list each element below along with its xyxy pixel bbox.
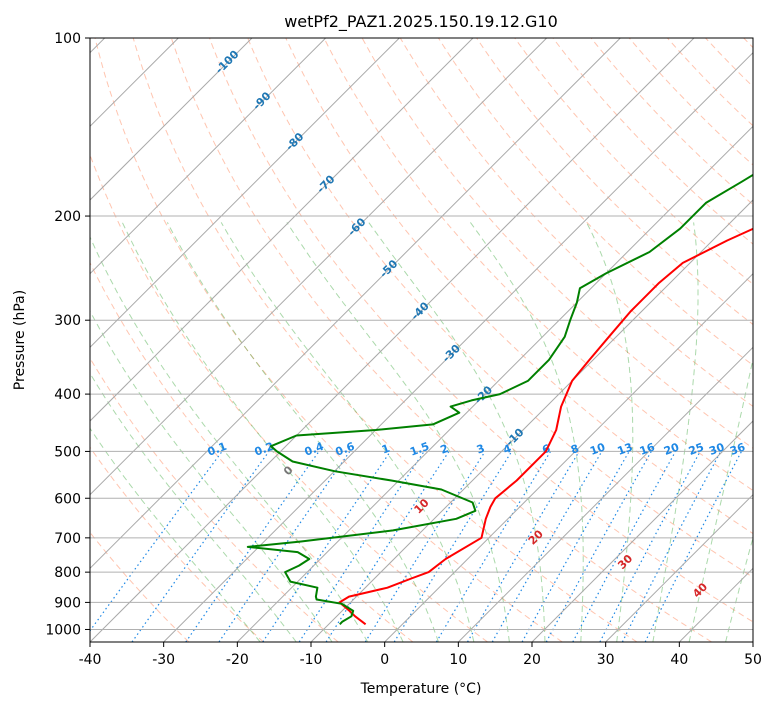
dry-adiabat-line — [170, 38, 712, 642]
mixing-ratio-label: 36 — [728, 440, 747, 458]
x-axis-tick-label: 20 — [523, 652, 541, 668]
mixing-ratio-label: 8 — [569, 442, 581, 457]
isotherm-line — [90, 38, 400, 349]
dry-adiabat-line — [90, 446, 264, 642]
moist-adiabat-line — [469, 222, 584, 642]
isotherm-line — [236, 125, 753, 642]
y-axis-tick-label: 1000 — [45, 622, 81, 638]
reference-lines — [90, 38, 753, 642]
mixing-ratio-label: 0.4 — [303, 440, 326, 459]
dry-adiabat-line — [94, 38, 563, 642]
mixing-ratio-label: 10 — [588, 440, 607, 458]
mixing-ratio-label: 0.2 — [253, 440, 276, 459]
mixing-ratio-label: 13 — [616, 440, 635, 457]
x-axis-title: Temperature (°C) — [360, 681, 482, 697]
moist-adiabat-line — [368, 222, 546, 642]
x-axis-tick-label: -30 — [152, 652, 175, 668]
isotherm-line — [605, 493, 753, 642]
x-axis-tick-label: 40 — [670, 652, 688, 668]
mixing-ratio-line — [298, 451, 425, 642]
moist-adiabat-line — [586, 222, 634, 642]
y-axis-tick-label: 300 — [54, 313, 81, 329]
mixing-ratio-label: 20 — [662, 440, 681, 458]
y-axis-tick-label: 500 — [54, 444, 81, 460]
mixing-ratio-label: 0.6 — [334, 440, 357, 459]
isotherm-line — [90, 38, 621, 570]
mixing-ratio-label: 25 — [687, 440, 706, 457]
isotherm-line — [457, 346, 753, 642]
mixing-ratio-line — [325, 451, 450, 642]
axis-ticks: -40 -30 -20 -10 0 10 20 30 40 50 1000 900 800 700 600 5… — [45, 31, 762, 668]
y-axis-tick-label: 100 — [54, 31, 81, 47]
x-axis-tick-label: 0 — [380, 652, 389, 668]
dry-adiabat-line — [514, 38, 753, 285]
moist-adiabat-line — [220, 222, 475, 642]
dry-adiabat-line — [399, 38, 753, 408]
mixing-ratio-label: 2 — [439, 442, 451, 457]
x-axis-tick-label: -40 — [79, 652, 102, 668]
moist-adiabat-line — [121, 222, 404, 642]
y-axis-tick-label: 800 — [54, 565, 81, 581]
dry-adiabat-line — [209, 38, 753, 623]
moist-adiabat-line — [652, 222, 699, 642]
y-axis-tick-label: 700 — [54, 531, 81, 547]
y-axis-tick-label: 200 — [54, 209, 81, 225]
dry-adiabat-line — [132, 38, 638, 642]
isotherm-line — [531, 420, 753, 642]
isotherm-line — [90, 38, 327, 275]
mixing-ratio-line — [545, 451, 652, 642]
chart-title: wetPf2_PAZ1.2025.150.19.12.G10 — [284, 12, 558, 32]
mixing-ratio-line — [185, 451, 320, 642]
mixing-ratio-label: 16 — [638, 440, 657, 458]
mixing-ratio-label: 0.1 — [206, 440, 229, 459]
isotherm-line — [90, 38, 548, 496]
mixing-ratio-label: 30 — [707, 440, 726, 458]
dry-adiabat-line — [323, 38, 753, 492]
moist-adiabat-line — [90, 427, 261, 642]
isotherm-line — [310, 199, 753, 642]
y-axis-tick-label: 400 — [54, 387, 81, 403]
profile-lines — [246, 173, 753, 626]
temperature-profile-line — [338, 227, 753, 626]
isotherm-line — [90, 38, 695, 642]
moist-adiabat-line — [688, 356, 753, 642]
mixing-ratio-label: 4 — [501, 442, 513, 457]
mixing-ratio-label: 1 — [380, 442, 392, 457]
isotherm-line — [90, 38, 253, 201]
mixing-ratio-label: 3 — [475, 442, 487, 457]
x-axis-tick-label: 10 — [449, 652, 467, 668]
y-axis-title: Pressure (hPa) — [12, 290, 28, 390]
isotherm-line — [163, 51, 753, 642]
mixing-ratio-line — [262, 451, 391, 642]
isotherm-line — [90, 38, 474, 422]
mixing-ratio-line — [435, 451, 552, 642]
x-axis-tick-label: 30 — [597, 652, 615, 668]
dry-adiabat-line — [476, 38, 753, 326]
moist-adiabat-line — [90, 372, 297, 642]
dry-adiabat-line — [247, 38, 753, 578]
y-axis-tick-label: 900 — [54, 595, 81, 611]
dewpoint-profile-line — [246, 173, 753, 625]
y-axis-tick-label: 600 — [54, 491, 81, 507]
x-axis-tick-label: -20 — [226, 652, 249, 668]
dry-adiabat-line — [628, 38, 753, 166]
mixing-ratio-line — [572, 451, 677, 642]
mixing-ratio-line — [364, 451, 486, 642]
moist-adiabat-line — [90, 310, 333, 642]
plot-frame — [89, 37, 754, 643]
x-axis-tick-label: -10 — [300, 652, 323, 668]
mixing-ratio-line — [218, 451, 351, 642]
mixing-ratio-label: 1.5 — [408, 440, 431, 459]
moist-adiabat-line — [166, 222, 439, 642]
mixing-ratio-line — [466, 451, 580, 642]
isotherm-line — [384, 272, 753, 642]
moist-adiabat-line — [90, 235, 369, 642]
x-axis-tick-label: 50 — [744, 652, 762, 668]
dry-adiabat-line — [590, 38, 753, 206]
